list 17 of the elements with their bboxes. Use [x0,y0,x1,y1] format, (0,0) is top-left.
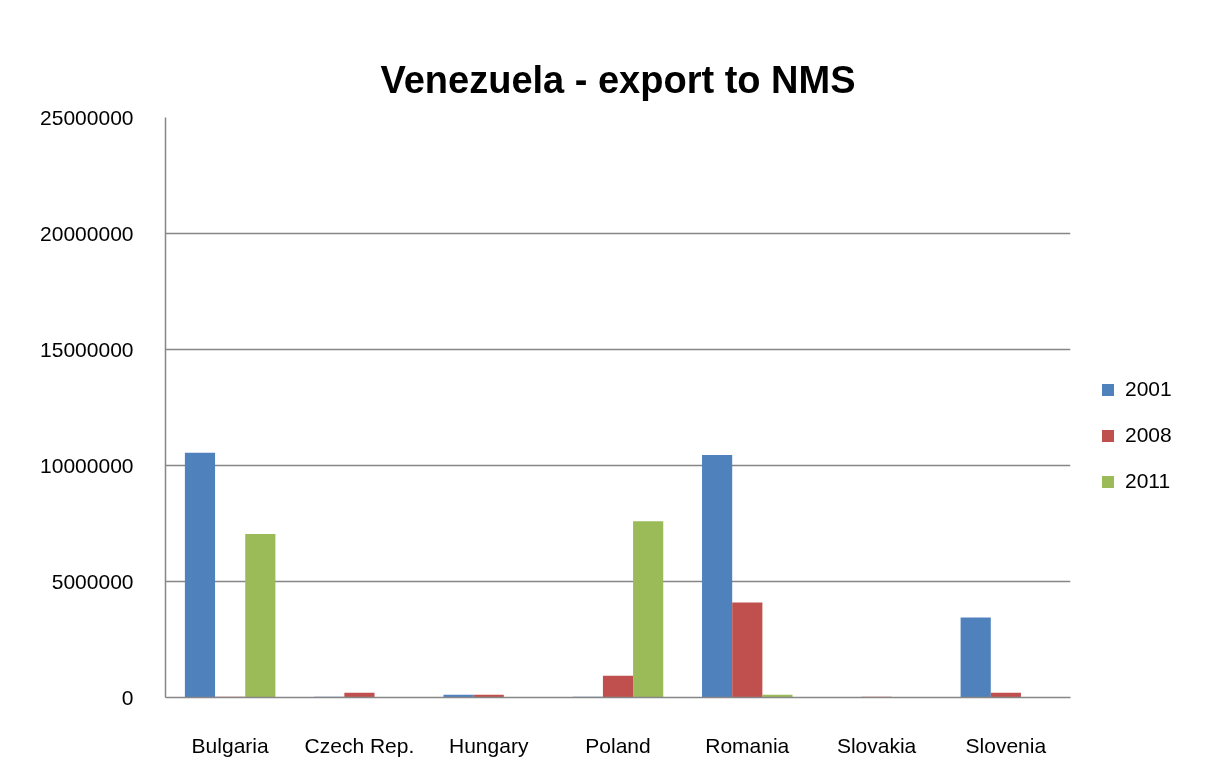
legend-label: 2001 [1125,377,1172,401]
x-tick-label: Slovenia [965,733,1047,757]
x-tick-label: Slovakia [836,733,917,757]
y-tick-label: 5000000 [51,569,134,593]
legend-label: 2008 [1125,423,1172,447]
y-tick-label: 25000000 [40,105,134,129]
x-tick-label: Hungary [449,733,529,757]
y-tick-label: 20000000 [40,221,134,245]
y-tick-label: 10000000 [40,453,134,477]
x-tick-label: Bulgaria [191,733,269,757]
x-tick-label: Czech Rep. [304,733,415,757]
y-tick-label: 0 [121,685,134,709]
legend-label: 2011 [1125,469,1172,493]
x-tick-label: Romania [705,733,790,757]
y-tick-label: 15000000 [40,337,134,361]
x-tick-label: Poland [585,733,651,757]
chart-title: Venezuela - export to NMS [380,58,856,101]
